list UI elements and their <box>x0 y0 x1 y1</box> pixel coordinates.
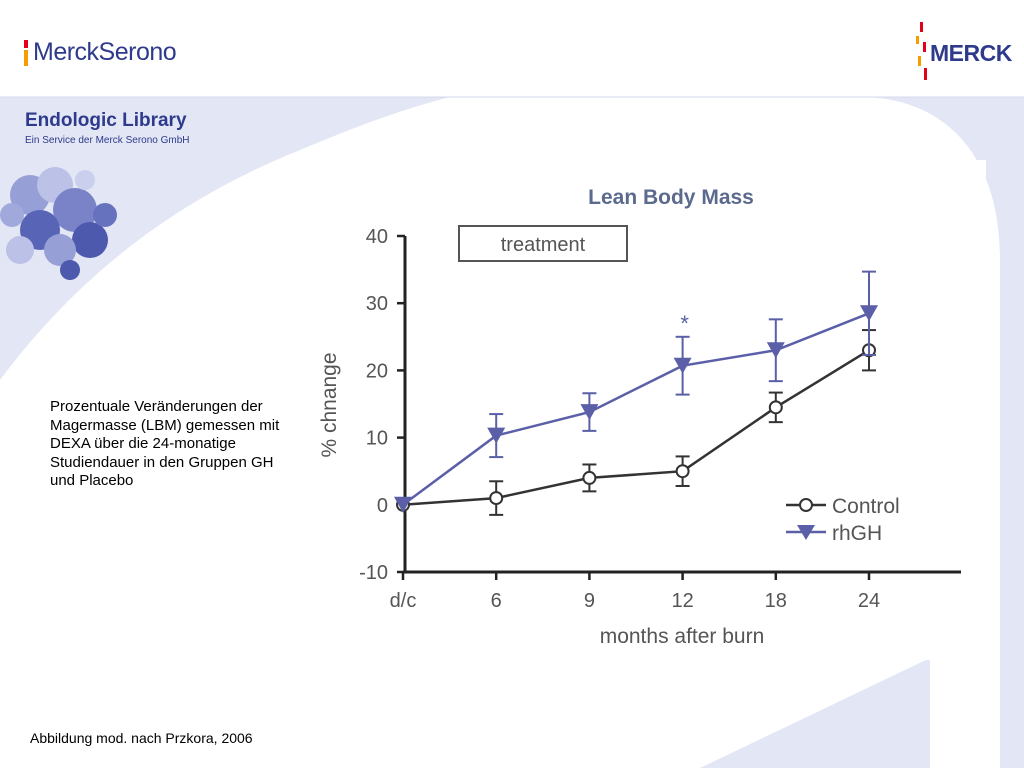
control-point <box>675 464 690 479</box>
legend-marker <box>797 525 815 540</box>
x-tick-label: 6 <box>491 590 502 612</box>
control-point <box>582 470 597 485</box>
treatment-box <box>458 225 628 262</box>
treatment-label: treatment <box>501 234 586 256</box>
rhgh-point <box>580 404 599 421</box>
merck-serono-text: MerckSerono <box>33 38 177 66</box>
significance-marker: * <box>680 311 689 336</box>
chart-title: Lean Body Mass <box>588 186 754 209</box>
rhgh-point <box>673 357 692 374</box>
library-title: Endologic Library <box>25 110 187 131</box>
rhgh-point <box>766 342 785 359</box>
rhgh-point <box>487 427 506 444</box>
legend-marker <box>799 498 813 512</box>
control-point <box>768 400 783 415</box>
x-tick-label: 24 <box>858 590 880 612</box>
control-point <box>489 491 504 506</box>
chart-description: Prozentuale Veränderungen der Magermasse… <box>50 398 280 489</box>
chart-background <box>306 160 986 660</box>
protein-structure-icon <box>0 167 117 280</box>
y-axis-label: % chnange <box>318 352 341 457</box>
legend-label: rhGH <box>832 522 882 545</box>
legend-label: Control <box>832 495 900 518</box>
y-tick-label: 0 <box>377 495 388 517</box>
x-tick-label: d/c <box>390 590 417 612</box>
rhgh-point <box>394 496 412 513</box>
x-tick-label: 12 <box>671 590 693 612</box>
merck-logo-text: MERCK <box>930 40 1012 66</box>
y-tick-label: 20 <box>366 360 388 382</box>
library-subtitle: Ein Service der Merck Serono GmbH <box>25 135 190 146</box>
x-tick-label: 9 <box>584 590 595 612</box>
merck-bars-icon <box>916 22 927 80</box>
control-series-line <box>402 349 870 507</box>
y-tick-label: 30 <box>366 293 388 315</box>
y-tick-label: 40 <box>366 226 388 248</box>
y-tick-label: -10 <box>359 562 388 584</box>
logo-bars-icon <box>24 40 28 67</box>
rhgh-point <box>860 305 878 322</box>
merck-serono-logo: MerckSerono <box>24 38 177 67</box>
y-tick-label: 10 <box>366 428 388 450</box>
rhgh-series-line <box>402 312 870 506</box>
x-tick-label: 18 <box>765 590 787 612</box>
lean-body-mass-chart: Lean Body Mass treatment % chnange month… <box>306 160 986 660</box>
x-axis-label: months after burn <box>600 625 765 648</box>
source-citation: Abbildung mod. nach Przkora, 2006 <box>30 730 253 746</box>
